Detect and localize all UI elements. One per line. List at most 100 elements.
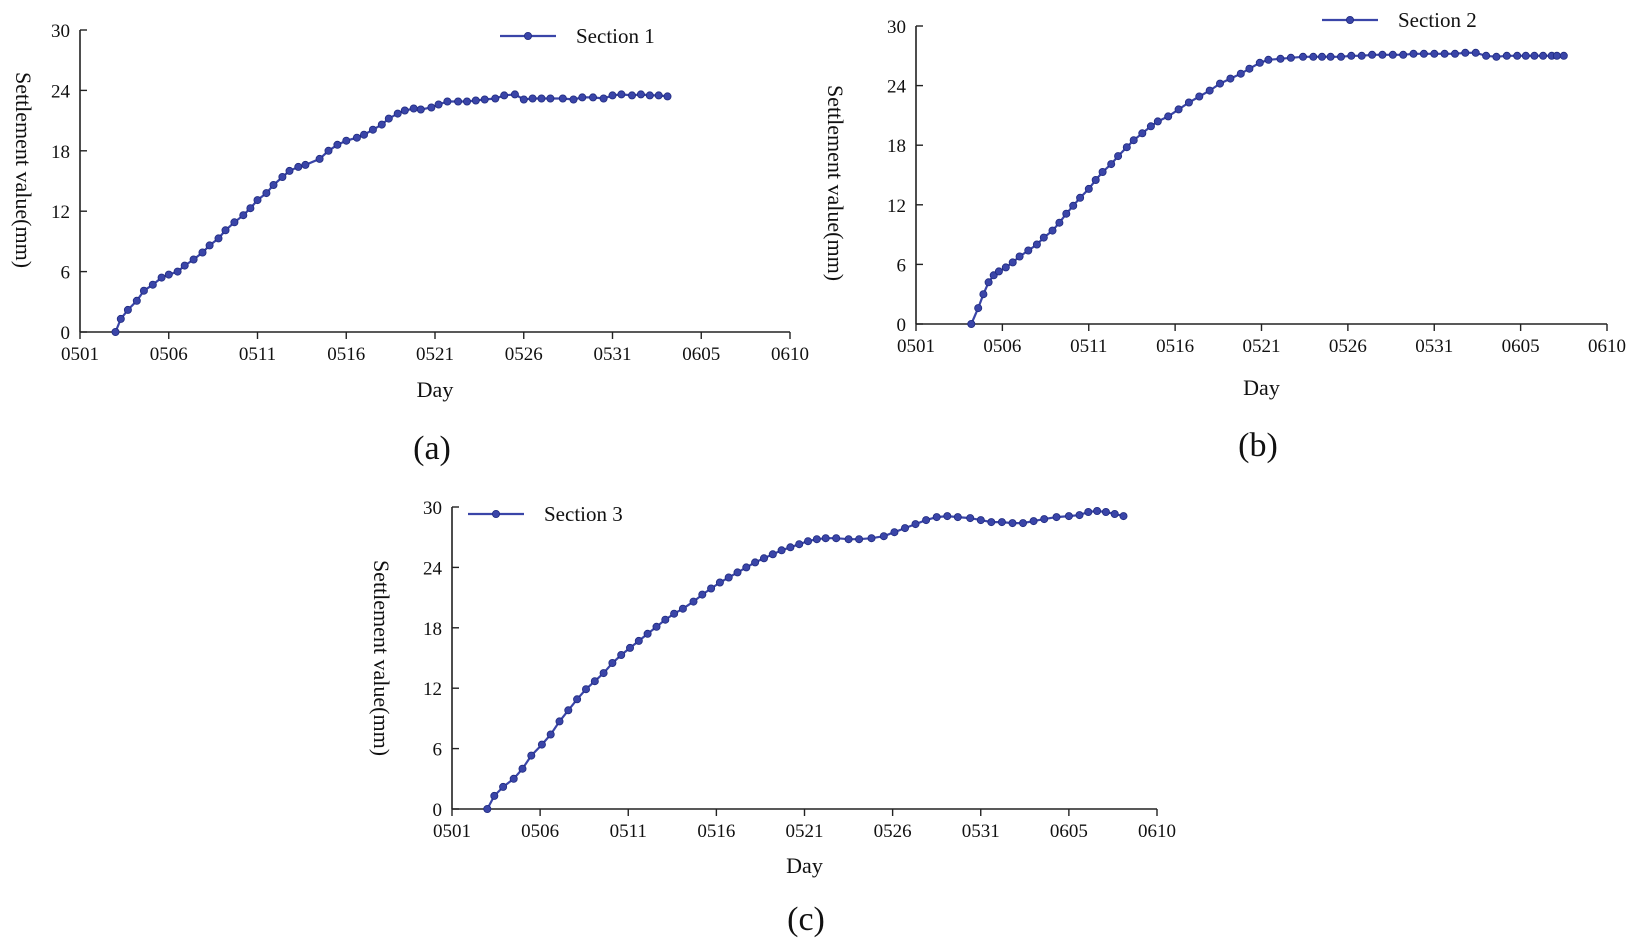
data-point — [1205, 86, 1214, 95]
data-point — [1419, 49, 1428, 58]
x-tick-label: 0501 — [433, 821, 471, 842]
data-point — [966, 514, 975, 523]
data-point — [1015, 252, 1024, 261]
data-point — [599, 669, 608, 678]
data-point — [342, 136, 351, 145]
data-point — [628, 91, 637, 100]
y-tick-label: 24 — [423, 558, 443, 579]
data-point — [1075, 511, 1084, 520]
x-tick-label: 0605 — [1050, 821, 1088, 842]
y-tick-label: 0 — [433, 800, 443, 821]
x-tick-label: 0516 — [697, 821, 735, 842]
data-point — [582, 685, 591, 694]
data-point — [483, 805, 492, 814]
data-point — [384, 114, 393, 123]
data-point — [333, 140, 342, 149]
data-point — [855, 535, 864, 544]
data-point — [246, 204, 255, 213]
y-tick-label: 0 — [897, 315, 907, 336]
series-line — [114, 93, 668, 333]
data-point — [599, 94, 608, 103]
data-point — [652, 622, 661, 631]
data-point — [890, 528, 899, 537]
data-point — [1255, 58, 1264, 67]
data-point — [123, 305, 132, 314]
x-tick-label: 0605 — [1502, 336, 1540, 357]
data-point — [205, 241, 214, 250]
data-point — [480, 95, 489, 104]
data-point — [324, 146, 333, 155]
data-point — [1119, 512, 1128, 521]
data-point — [1530, 51, 1539, 60]
data-point — [1347, 51, 1356, 60]
x-tick-label: 0516 — [1156, 336, 1194, 357]
data-point — [1164, 112, 1173, 121]
data-point — [315, 154, 324, 163]
series-line — [486, 509, 1124, 810]
data-point — [879, 532, 888, 541]
data-point — [636, 90, 645, 99]
data-point — [768, 550, 777, 559]
data-point — [997, 518, 1006, 527]
y-tick-label: 12 — [423, 679, 442, 700]
data-point — [974, 304, 983, 313]
x-tick-label: 0610 — [771, 344, 809, 365]
y-tick-label: 24 — [887, 77, 907, 98]
x-tick-label: 0610 — [1588, 336, 1626, 357]
data-point — [663, 92, 672, 101]
data-point — [1064, 512, 1073, 521]
data-point — [1174, 105, 1183, 114]
data-point — [1001, 263, 1010, 272]
data-point — [1076, 193, 1085, 202]
data-point — [643, 629, 652, 638]
data-point — [1502, 51, 1511, 60]
data-point — [795, 540, 804, 549]
y-tick-label: 30 — [51, 21, 70, 42]
x-tick-label: 0521 — [1243, 336, 1281, 357]
y-tick-label: 12 — [51, 202, 70, 223]
data-point — [278, 172, 287, 181]
panel-caption: (a) — [413, 430, 451, 467]
data-point — [1062, 209, 1071, 218]
y-tick-label: 30 — [423, 498, 442, 519]
data-point — [111, 327, 120, 336]
data-point — [943, 512, 952, 521]
data-point — [901, 524, 910, 533]
data-point — [617, 90, 626, 99]
y-tick-label: 6 — [61, 263, 71, 284]
data-point — [1091, 175, 1100, 184]
data-point — [230, 218, 239, 227]
data-point — [1299, 52, 1308, 61]
data-point — [285, 166, 294, 175]
data-point — [578, 93, 587, 102]
data-point — [979, 290, 988, 299]
data-point — [1195, 92, 1204, 101]
data-point — [698, 590, 707, 599]
data-point — [1024, 246, 1033, 255]
data-point — [1008, 258, 1017, 267]
data-point — [537, 94, 546, 103]
data-point — [1098, 167, 1107, 176]
x-tick-label: 0506 — [150, 344, 188, 365]
data-point — [443, 97, 452, 106]
chart-panel-2: 0 6 12 18 24 30 0501 0506 0511 0516 0521 0526 0531 06… — [823, 8, 1626, 464]
data-point — [812, 535, 821, 544]
data-point — [760, 554, 769, 563]
data-point — [1461, 48, 1470, 57]
data-point — [777, 546, 786, 555]
data-point — [555, 717, 564, 726]
chart-panel-3: 0 6 12 18 24 30 0501 0506 0511 0516 0521 0526 0531 06… — [369, 498, 1176, 938]
y-axis-title: Settlement value(mm) — [823, 85, 848, 281]
x-axis-title: Day — [417, 377, 454, 402]
data-point — [519, 95, 528, 104]
data-point — [1357, 51, 1366, 60]
data-point — [1084, 184, 1093, 193]
y-tick-label: 6 — [433, 740, 443, 761]
data-point — [1129, 136, 1138, 145]
x-axis-title: Day — [1243, 375, 1280, 400]
data-point — [500, 91, 509, 100]
data-point — [564, 706, 573, 715]
y-tick-label: 12 — [887, 196, 906, 217]
x-tick-label: 0531 — [594, 344, 632, 365]
data-point — [139, 286, 148, 295]
